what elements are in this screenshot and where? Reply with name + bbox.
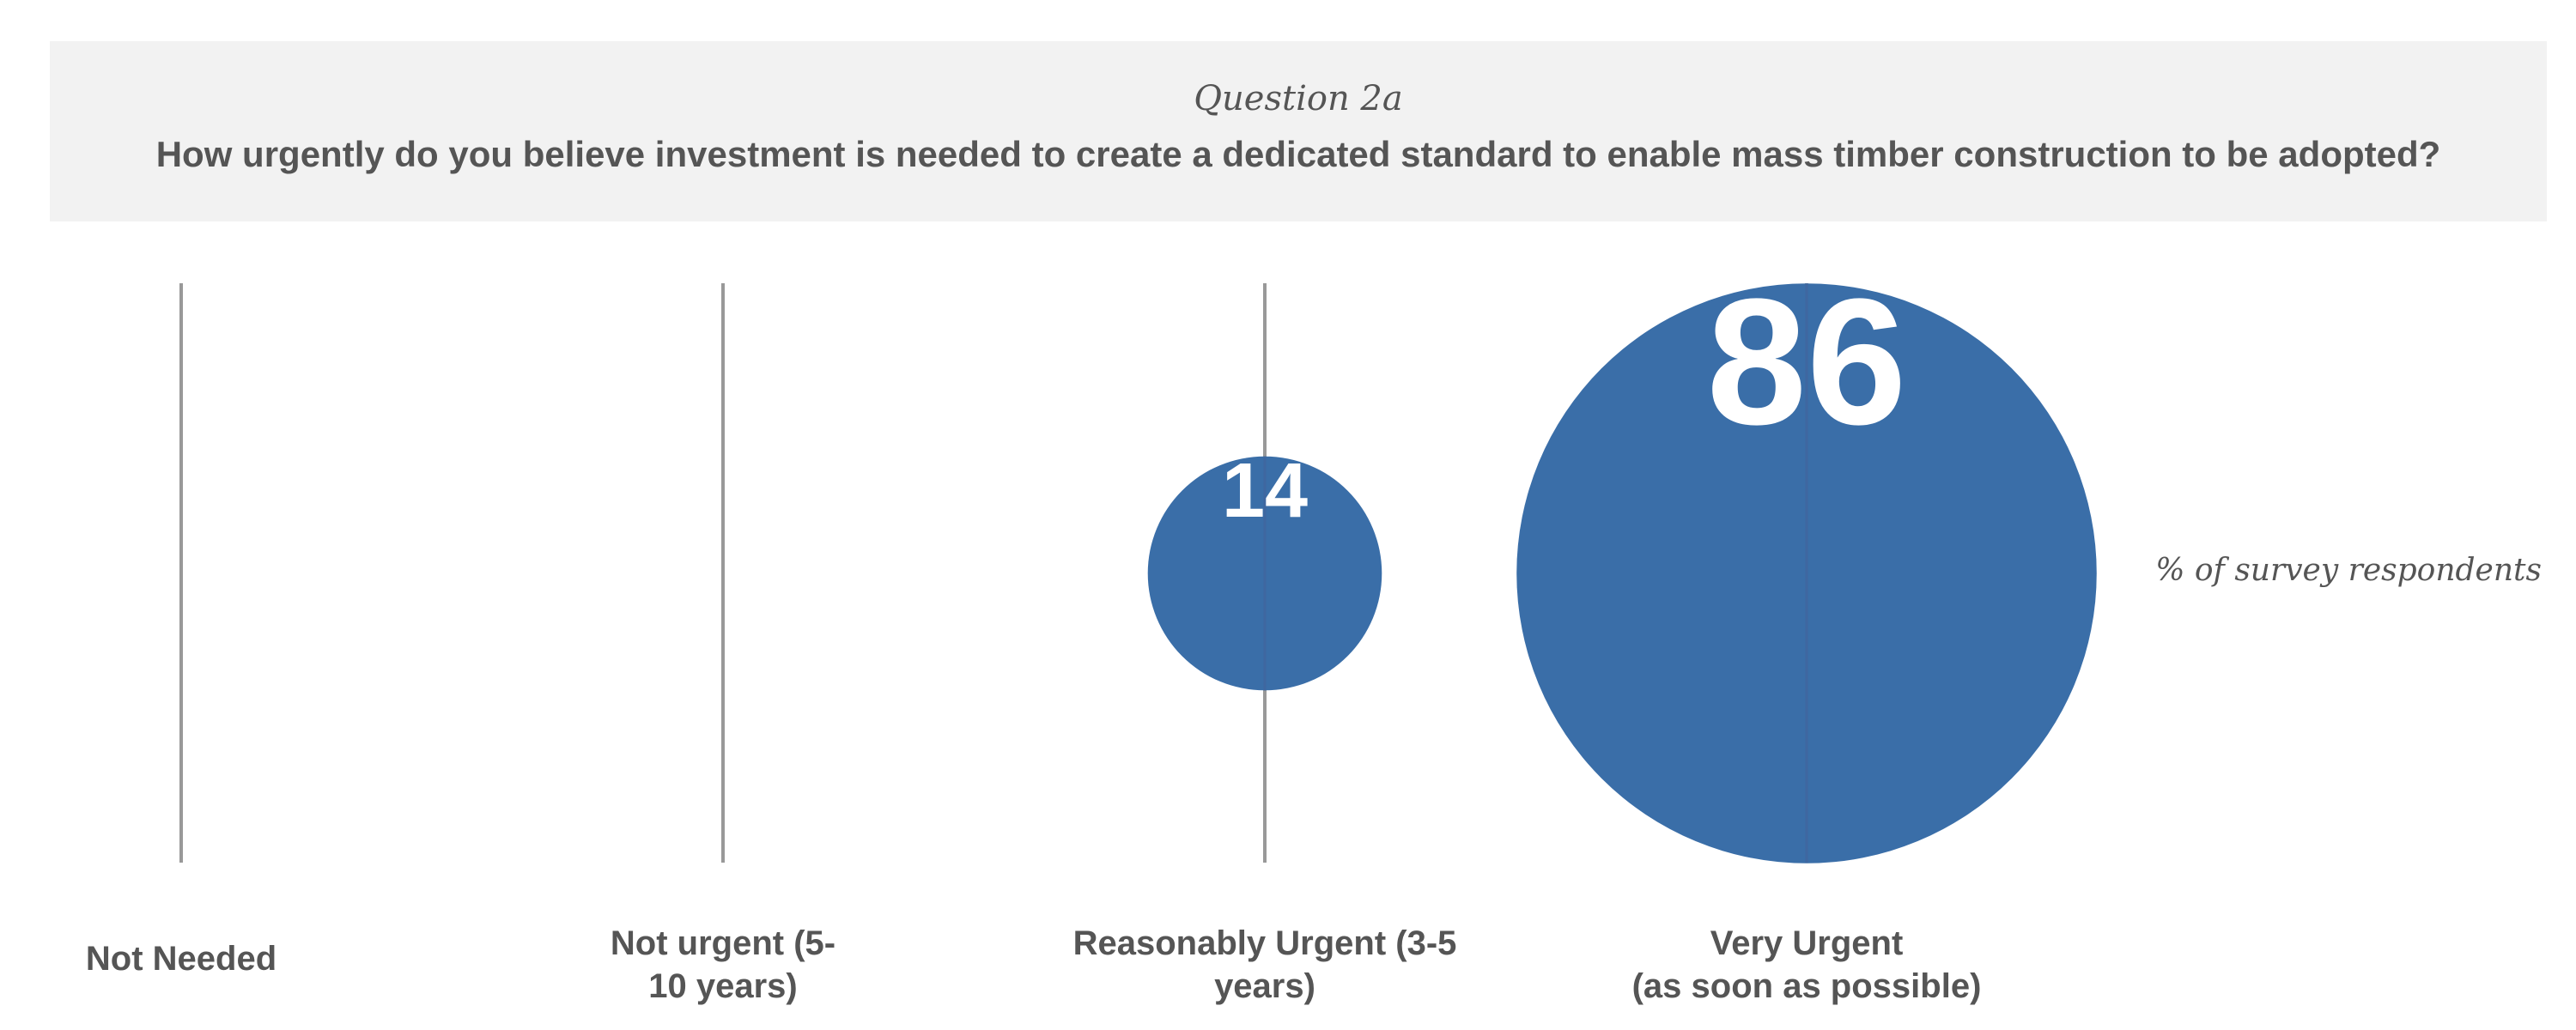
category-label-2: Not urgent (5- 10 years) [610, 924, 836, 1005]
category-label-4: Very Urgent (as soon as possible) [1631, 924, 1982, 1005]
category-label-3: Reasonably Urgent (3-5 years) [1072, 924, 1457, 1005]
question-text: How urgently do you believe investment i… [155, 134, 2441, 174]
value-label-4: 86 [1707, 262, 1907, 463]
value-label-3: 14 [1222, 448, 1308, 534]
unit-label: % of survey respondents [2155, 553, 2542, 588]
category-label-1: Not Needed [85, 940, 277, 978]
question-number: Question 2a [1194, 79, 1403, 118]
question-header: Question 2a How urgently do you believe … [50, 41, 2547, 221]
